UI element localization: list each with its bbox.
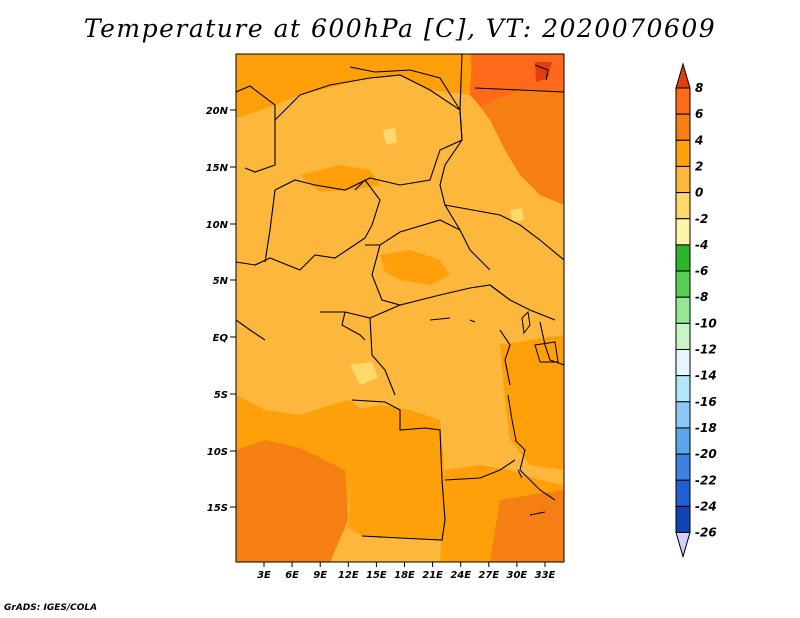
colorbar-swatch: [675, 113, 691, 141]
colorbar-swatch: [675, 165, 691, 194]
field-0-n2-patch-1: [383, 128, 397, 145]
colorbar-label: 2: [695, 159, 703, 173]
field-2-4-chad-blob: [380, 250, 450, 285]
lon-tick-label: 30E: [507, 570, 528, 581]
latitude-axis: 20N 15N 10N 5N EQ 5S 10S 15S: [206, 106, 236, 514]
colorbar-label: -14: [695, 369, 717, 383]
colorbar-label: -8: [695, 290, 708, 304]
colorbar-label: 6: [695, 107, 703, 121]
lon-tick-label: 9E: [313, 570, 327, 581]
colorbar-swatch: [675, 401, 691, 429]
colorbar-label: -2: [695, 212, 708, 226]
colorbar-swatch: [675, 296, 691, 324]
field-2-4-north: [236, 54, 475, 118]
temperature-field: [236, 54, 564, 562]
colorbar-swatch: [675, 375, 691, 403]
field-4-6-southeast: [490, 490, 564, 562]
field-0-n2-patch-2: [510, 208, 524, 222]
lat-tick-label: 15N: [206, 163, 229, 174]
colorbar-swatch: [675, 427, 691, 455]
colorbar-label: -22: [695, 473, 717, 487]
colorbar-label: -12: [695, 343, 717, 357]
colorbar-label: -16: [695, 395, 717, 409]
lat-tick-label: 20N: [206, 106, 229, 117]
lon-tick-label: 27E: [478, 570, 499, 581]
grads-credit: GrADS: IGES/COLA: [4, 603, 98, 613]
lat-tick-label: EQ: [213, 333, 229, 344]
lat-tick-label: 10S: [207, 447, 228, 458]
colorbar-label: -10: [695, 316, 717, 330]
colorbar-label: -24: [695, 499, 717, 513]
colorbar-label: -6: [695, 264, 708, 278]
field-0-n2-patch-3: [350, 362, 378, 385]
colorbar-swatch: [675, 218, 691, 246]
country-borders: [236, 54, 564, 541]
colorbar-label: -26: [695, 526, 717, 540]
colorbar-swatch: [675, 244, 691, 272]
colorbar: 8 6 4 2 0 -2 -4 -6 -8 -10 -12 -14 -16 -18 -20 -22 -24 -26: [675, 62, 717, 559]
colorbar-swatch: [675, 87, 691, 115]
map-frame: [235, 53, 565, 563]
lon-tick-label: 15E: [366, 570, 387, 581]
longitude-axis: 3E 6E 9E 12E 15E 18E 21E 24E 27E 30E 33E: [257, 562, 556, 581]
lat-tick-label: 5N: [213, 276, 229, 287]
lon-tick-label: 24E: [450, 570, 471, 581]
colorbar-label: -4: [695, 238, 708, 252]
colorbar-swatch: [675, 479, 691, 507]
field-2-4-east: [500, 335, 564, 470]
colorbar-swatch: [675, 349, 691, 377]
lat-tick-label: 5S: [214, 390, 228, 401]
colorbar-top-arrow: [675, 62, 691, 89]
field-2-4-angola: [348, 405, 445, 540]
lon-tick-label: 6E: [285, 570, 299, 581]
lat-tick-label: 15S: [207, 503, 228, 514]
colorbar-label: -20: [695, 447, 717, 461]
lat-tick-label: 10N: [206, 220, 229, 231]
lon-tick-label: 21E: [422, 570, 443, 581]
colorbar-swatch: [675, 139, 691, 167]
lakes: [429, 64, 559, 516]
colorbar-label: -18: [695, 421, 717, 435]
colorbar-label: 0: [695, 186, 703, 200]
field-4-6-southwest: [236, 440, 348, 562]
colorbar-swatch: [675, 453, 691, 481]
colorbar-swatch: [675, 505, 691, 534]
map-title: Temperature at 600hPa [C], VT: 202007060…: [83, 14, 717, 43]
colorbar-swatch: [675, 192, 691, 220]
colorbar-label: 8: [695, 81, 703, 95]
lon-tick-label: 18E: [394, 570, 415, 581]
lon-tick-label: 12E: [338, 570, 359, 581]
colorbar-label: 4: [694, 133, 703, 147]
colorbar-bottom-arrow: [675, 532, 691, 559]
lon-tick-label: 3E: [257, 570, 271, 581]
colorbar-swatch: [675, 270, 691, 298]
lon-tick-label: 33E: [535, 570, 556, 581]
colorbar-swatch: [675, 322, 691, 351]
